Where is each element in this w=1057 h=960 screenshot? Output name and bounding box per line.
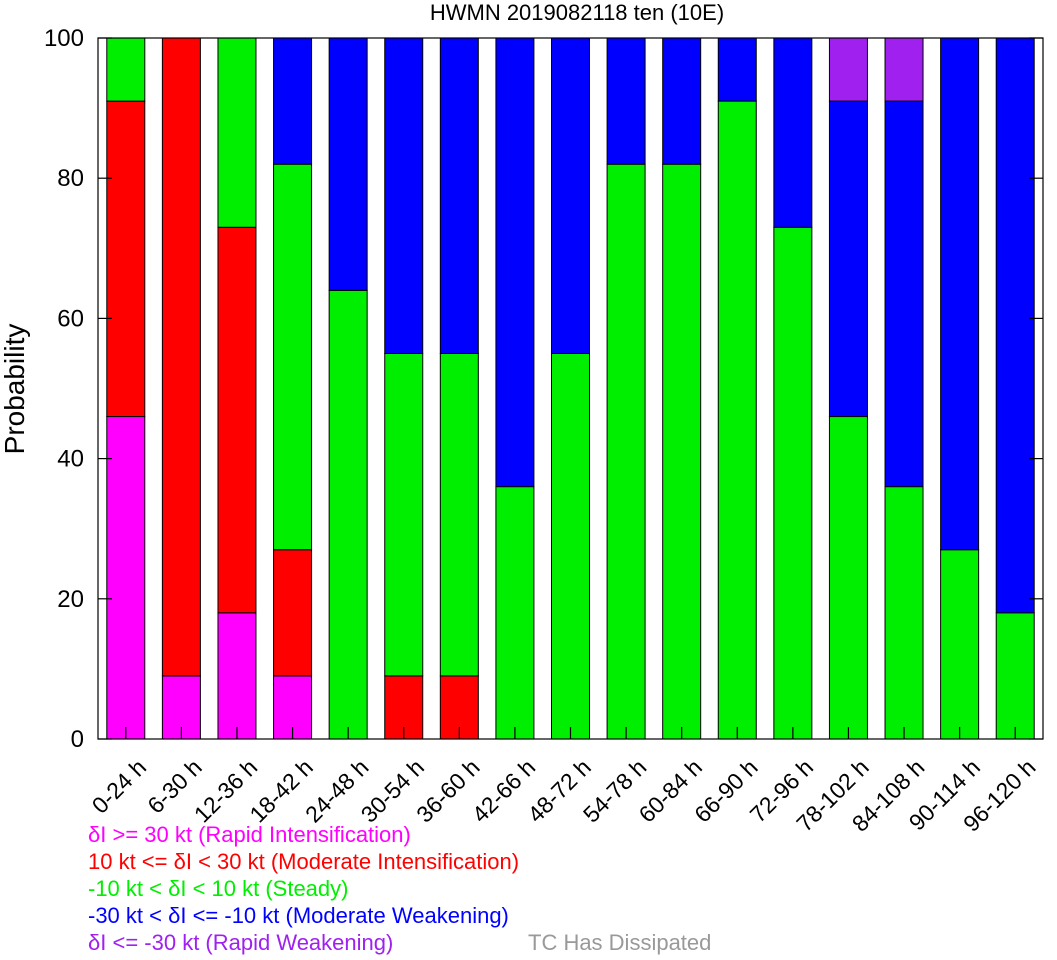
chart-title: HWMN 2019082118 ten (10E) [430,0,724,25]
bar-segment-84-108h-s3 [884,100,924,488]
bar-segment-96-120h-s3 [995,37,1035,614]
bar-segment-48-72h-s2 [551,352,590,740]
bar-segment-42-66h-s3 [495,37,535,488]
y-tick-label: 40 [57,446,84,473]
bar-segment-30-54h-s2 [384,352,424,677]
bar-segment-0-24h-s2 [106,37,146,102]
y-tick-label: 0 [71,726,84,753]
legend-steady: -10 kt < δI < 10 kt (Steady) [88,876,349,901]
bar-segment-84-108h-s2 [884,486,924,740]
bar-segment-72-96h-s2 [773,226,813,740]
bar-segment-18-42h-s2 [273,163,313,551]
bar-segment-24-48h-s3 [328,37,368,291]
bar-segment-12-36h-s1 [217,226,257,614]
bar-segment-0-24h-s0 [106,416,146,740]
bar-segment-54-78h-s3 [606,37,646,165]
y-axis-label: Probability [0,324,30,455]
bar-segment-54-78h-s2 [606,163,646,740]
bar-segment-84-108h-s4 [884,37,924,102]
legend-rapid-intensification: δI >= 30 kt (Rapid Intensification) [88,822,411,847]
legend-tc-dissipated: TC Has Dissipated [528,930,712,955]
bar-segment-78-102h-s4 [828,37,868,102]
legend-moderate-weakening: -30 kt < δI <= -10 kt (Moderate Weakenin… [88,903,509,928]
bar-segment-30-54h-s3 [384,37,424,354]
legend-moderate-intensification: 10 kt <= δI < 30 kt (Moderate Intensific… [88,849,520,874]
y-tick-label: 20 [57,586,84,613]
y-tick-label: 60 [57,305,84,332]
bar-segment-78-102h-s2 [828,416,868,740]
x-tick-label: 0-24 h [87,754,152,819]
bar-segment-96-120h-s2 [995,612,1035,740]
bar-segment-18-42h-s1 [273,549,313,677]
bar-segment-24-48h-s2 [328,289,368,740]
bar-segment-66-90h-s2 [717,100,757,740]
bar-segment-90-114h-s3 [940,37,980,551]
y-tick-label: 80 [57,165,84,192]
bar-segment-66-90h-s3 [717,37,757,102]
bar-segment-72-96h-s3 [773,37,813,228]
bars-group [106,37,1035,740]
bar-segment-0-24h-s1 [106,100,146,418]
bar-segment-60-84h-s3 [662,37,702,165]
y-tick-label: 100 [44,25,84,52]
bar-segment-18-42h-s3 [273,37,313,165]
bar-segment-6-30h-s1 [161,37,201,677]
bar-segment-36-60h-s3 [439,37,479,354]
bar-segment-60-84h-s2 [662,163,702,740]
bar-segment-48-72h-s3 [551,37,590,354]
legend-rapid-weakening: δI <= -30 kt (Rapid Weakening) [88,930,394,955]
bar-segment-90-114h-s2 [940,549,980,740]
bar-segment-78-102h-s3 [828,100,868,418]
bar-segment-12-36h-s0 [217,612,257,740]
bar-segment-42-66h-s2 [495,486,535,740]
bar-segment-36-60h-s2 [439,352,479,677]
bar-segment-12-36h-s2 [217,37,257,228]
